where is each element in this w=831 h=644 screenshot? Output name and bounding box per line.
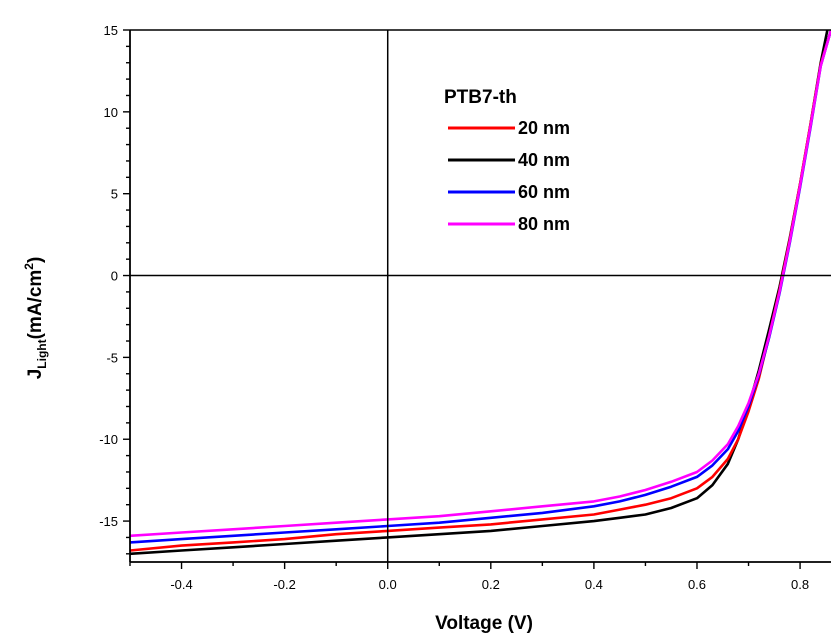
- axes-layer: [129, 29, 831, 563]
- legend-label-20-nm: 20 nm: [518, 118, 570, 138]
- legend-label-40-nm: 40 nm: [518, 150, 570, 170]
- y-axis-title-unit-close: ): [25, 257, 46, 263]
- y-tick-label: -10: [99, 432, 118, 447]
- x-tick-label: 0.6: [688, 577, 706, 592]
- y-tick-label: 0: [111, 269, 118, 284]
- x-tick-label: 0.0: [379, 577, 397, 592]
- legend-label-60-nm: 60 nm: [518, 182, 570, 202]
- x-tick-label: 0.4: [585, 577, 603, 592]
- x-tick-label: -0.2: [273, 577, 295, 592]
- x-tick-label: 0.8: [791, 577, 809, 592]
- y-axis-title-subscript: Light: [35, 339, 49, 368]
- y-tick-label: -5: [106, 350, 118, 365]
- legend-title: PTB7-th: [444, 87, 517, 108]
- x-axis-title: Voltage (V): [435, 613, 533, 634]
- series-line-80-nm: [130, 30, 831, 538]
- y-tick-label: -15: [99, 514, 118, 529]
- y-axis-title-main: J: [25, 369, 46, 380]
- y-tick-label: 15: [104, 23, 118, 38]
- legend-label-80-nm: 80 nm: [518, 214, 570, 234]
- zero-lines: [130, 30, 831, 562]
- y-axis-title: JLight(mA/cm2): [22, 257, 49, 380]
- x-tick-label: -0.4: [170, 577, 192, 592]
- y-axis-title-unit: (mA/cm: [25, 270, 46, 340]
- y-tick-label: 10: [104, 105, 118, 120]
- series-layer: [130, 30, 831, 556]
- x-tick-label: 0.2: [482, 577, 500, 592]
- y-axis-title-superscript: 2: [22, 263, 36, 270]
- y-tick-label: 5: [111, 187, 118, 202]
- tick-layer: -0.4 -0.2 0.0 0.2 0.4 0.6 0.8 15 10 5 0 -5 -10 -15: [99, 23, 809, 592]
